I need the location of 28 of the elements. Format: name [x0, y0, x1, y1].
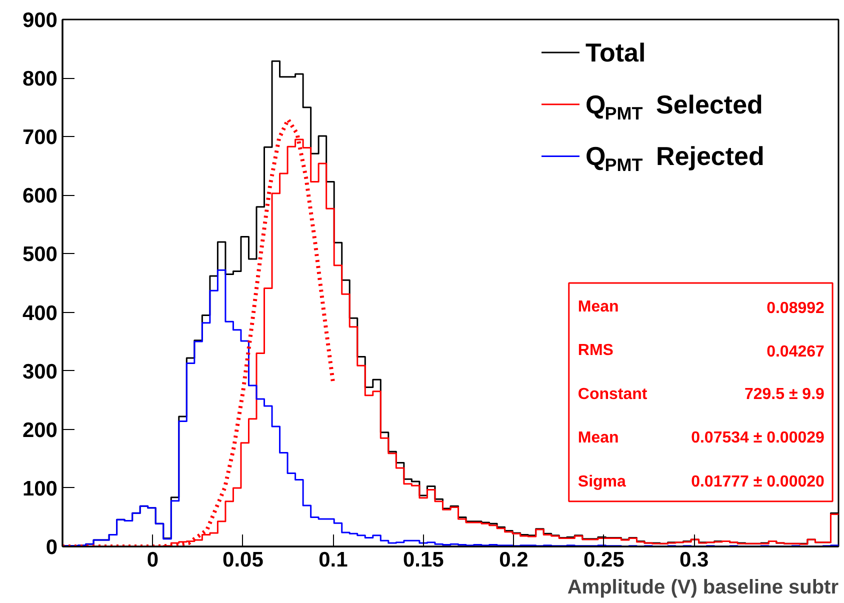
annotation: 0.01777 ± 0.00020	[691, 473, 825, 490]
x-tick-label: 0.1	[318, 548, 348, 572]
annotation: Mean	[578, 298, 619, 316]
x-tick-label: 0.25	[583, 548, 625, 572]
y-tick-label: 500	[22, 243, 58, 266]
y-tick-label: 300	[22, 360, 58, 384]
x-tick-label: 0.3	[680, 548, 709, 572]
x-tick-label: 0.15	[402, 548, 444, 572]
annotation: Sigma	[578, 473, 626, 490]
y-tick-label: 400	[22, 302, 58, 325]
x-axis-title: Amplitude (V) baseline subtr	[567, 576, 839, 598]
annotation: Constant	[578, 386, 648, 403]
y-tick-label: 900	[22, 9, 58, 32]
annotation: 0.04267	[766, 344, 825, 361]
y-tick-label: 800	[22, 68, 58, 91]
y-tick-label: 700	[22, 126, 58, 150]
annotation: 0.08992	[766, 300, 825, 318]
x-tick-label: 0.2	[499, 548, 528, 572]
y-tick-label: 100	[22, 477, 58, 500]
y-tick-label: 200	[22, 418, 58, 442]
annotation: Mean	[578, 430, 619, 447]
y-tick-label: 600	[22, 184, 58, 208]
annotation: 729.5 ± 9.9	[744, 386, 825, 403]
x-tick-label: 0.05	[222, 548, 264, 572]
x-tick-label: 0	[146, 548, 159, 572]
annotation: 0.07534 ± 0.00029	[691, 430, 825, 447]
legend-label: Total	[586, 37, 646, 68]
annotation: RMS	[578, 342, 614, 360]
